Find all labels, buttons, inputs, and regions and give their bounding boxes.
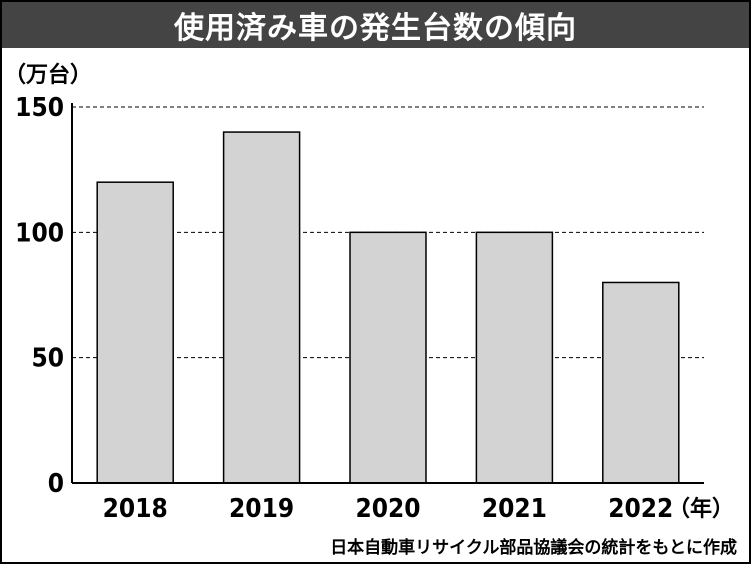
x-tick-label: 2021: [482, 494, 547, 524]
chart-title: 使用済み車の発生台数の傾向: [2, 2, 749, 48]
y-axis-unit: （万台）: [4, 62, 92, 88]
bar: [475, 231, 554, 484]
x-axis-unit: （年）: [668, 496, 734, 522]
y-tick-label: 150: [15, 93, 64, 123]
y-tick-label: 0: [48, 469, 64, 499]
x-tick-label: 2022: [608, 494, 673, 524]
x-tick-label: 2018: [103, 494, 168, 524]
y-tick-label: 50: [31, 344, 64, 374]
bar: [349, 231, 427, 484]
bar: [602, 281, 680, 484]
bar: [222, 131, 301, 484]
y-tick-label: 100: [15, 218, 64, 248]
x-tick-label: 2020: [355, 494, 420, 524]
bar: [96, 181, 174, 484]
source-note: 日本自動車リサイクル部品協議会の統計をもとに作成: [330, 538, 737, 558]
x-tick-label: 2019: [229, 494, 294, 524]
